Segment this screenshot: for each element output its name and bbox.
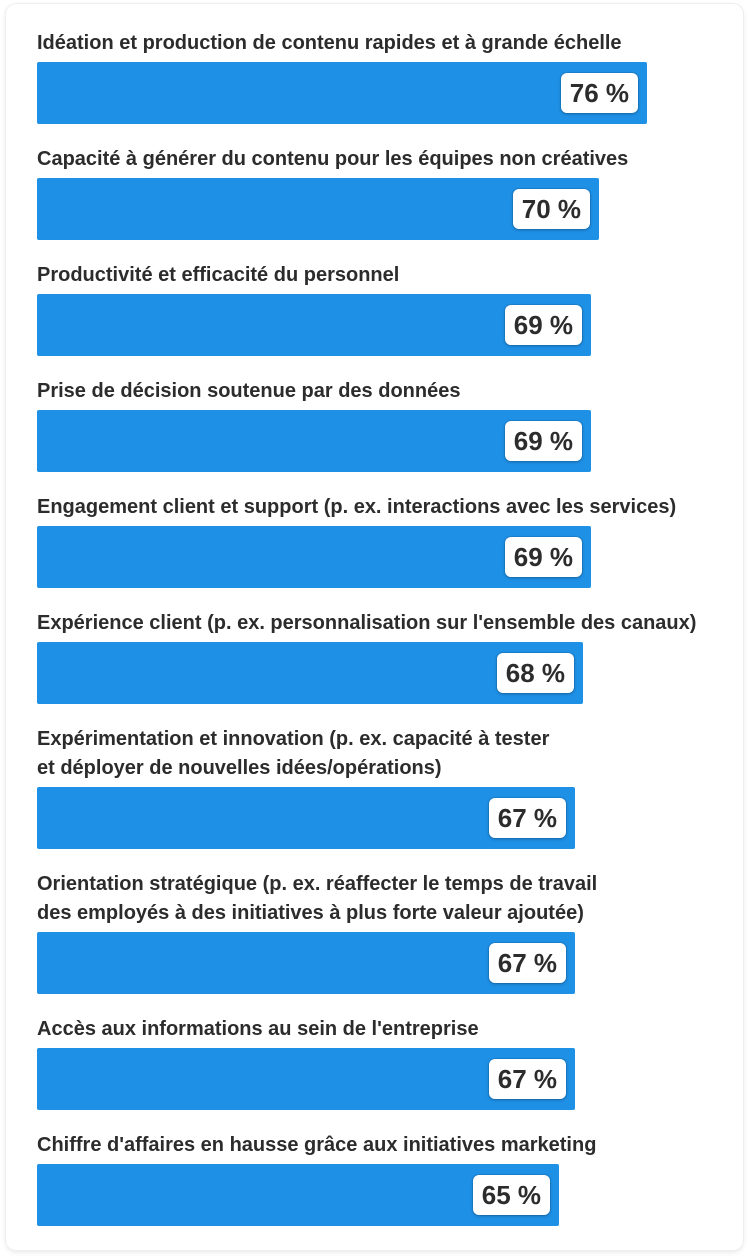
bar-label: Chiffre d'affaires en hausse grâce aux i… <box>37 1134 597 1156</box>
bar-label: Engagement client et support (p. ex. int… <box>37 496 677 518</box>
bar-value-label: 67 % <box>488 1059 566 1099</box>
bar-label: Expérimentation et innovation (p. ex. ca… <box>37 728 550 779</box>
bar: 68 % <box>37 642 583 704</box>
bar-label: Orientation stratégique (p. ex. réaffect… <box>37 873 598 924</box>
bar-value-label: 69 % <box>504 305 582 345</box>
bar: 67 % <box>37 787 575 849</box>
bar-value-label: 76 % <box>560 73 638 113</box>
chart-card: Idéation et production de contenu rapide… <box>6 4 743 1250</box>
bar: 69 % <box>37 526 591 588</box>
bar-label: Expérience client (p. ex. personnalisati… <box>37 612 697 634</box>
bar-label: Productivité et efficacité du personnel <box>37 264 400 286</box>
bar: 65 % <box>37 1164 559 1226</box>
bar-value-label: 70 % <box>512 189 590 229</box>
bar-label: Prise de décision soutenue par des donné… <box>37 380 461 402</box>
bar-label: Capacité à générer du contenu pour les é… <box>37 148 629 170</box>
bar-value-label: 67 % <box>488 798 566 838</box>
bar: 76 % <box>37 62 647 124</box>
bar-value-label: 69 % <box>504 421 582 461</box>
bar: 69 % <box>37 410 591 472</box>
bar: 70 % <box>37 178 599 240</box>
bar: 67 % <box>37 1048 575 1110</box>
bar-value-label: 68 % <box>496 653 574 693</box>
bar-label: Idéation et production de contenu rapide… <box>37 32 622 54</box>
bar-label: Accès aux informations au sein de l'entr… <box>37 1018 479 1040</box>
bar-value-label: 67 % <box>488 943 566 983</box>
bar: 67 % <box>37 932 575 994</box>
bar-value-label: 65 % <box>472 1175 550 1215</box>
bar-value-label: 69 % <box>504 537 582 577</box>
bar: 69 % <box>37 294 591 356</box>
